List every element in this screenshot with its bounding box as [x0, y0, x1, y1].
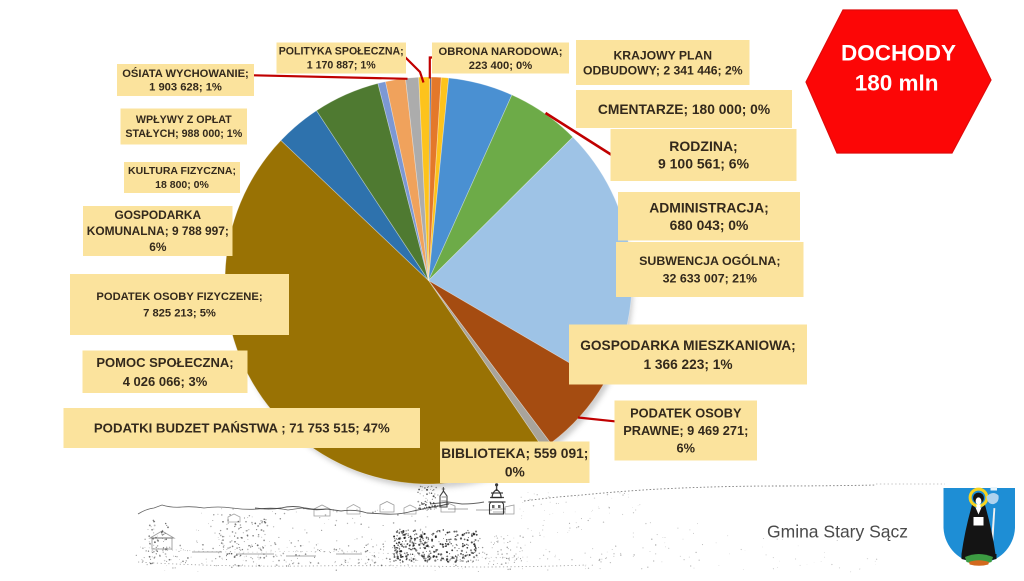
svg-text:6%: 6% [149, 240, 167, 254]
svg-text:6%: 6% [677, 440, 696, 455]
svg-text:WPŁYWY Z OPŁAT: WPŁYWY Z OPŁAT [136, 114, 232, 126]
svg-text:DOCHODY: DOCHODY [841, 41, 956, 66]
svg-text:OŚIATA WYCHOWANIE;: OŚIATA WYCHOWANIE; [122, 67, 249, 80]
svg-text:32 633 007; 21%: 32 633 007; 21% [663, 272, 757, 286]
svg-text:Gmina Stary Sącz: Gmina Stary Sącz [767, 522, 908, 542]
svg-text:1 170 887; 1%: 1 170 887; 1% [307, 60, 376, 72]
svg-text:1 366 223; 1%: 1 366 223; 1% [643, 357, 732, 372]
svg-text:223 400; 0%: 223 400; 0% [469, 60, 532, 72]
svg-text:POLITYKA SPOŁECZNA;: POLITYKA SPOŁECZNA; [279, 46, 404, 58]
svg-text:PODATEK OSOBY FIZYCZENE;: PODATEK OSOBY FIZYCZENE; [96, 291, 262, 303]
svg-text:CMENTARZE; 180 000; 0%: CMENTARZE; 180 000; 0% [598, 102, 770, 117]
svg-text:GOSPODARKA: GOSPODARKA [115, 208, 202, 222]
svg-text:BIBLIOTEKA; 559 091;: BIBLIOTEKA; 559 091; [441, 446, 588, 461]
svg-text:PRAWNE; 9 469 271;: PRAWNE; 9 469 271; [623, 423, 748, 438]
svg-text:ADMINISTRACJA;: ADMINISTRACJA; [649, 199, 769, 215]
svg-text:SUBWENCJA OGÓLNA;: SUBWENCJA OGÓLNA; [639, 253, 780, 268]
svg-text:680 043; 0%: 680 043; 0% [670, 217, 749, 233]
svg-text:PODATKI BUDZET PAŃSTWA ; 71 75: PODATKI BUDZET PAŃSTWA ; 71 753 515; 47% [94, 421, 390, 436]
svg-text:KOMUNALNA; 9 788 997;: KOMUNALNA; 9 788 997; [87, 224, 229, 238]
svg-text:KRAJOWY PLAN: KRAJOWY PLAN [613, 48, 712, 62]
svg-text:RODZINA;: RODZINA; [669, 138, 737, 154]
svg-text:KULTURA FIZYCZNA;: KULTURA FIZYCZNA; [128, 165, 236, 177]
svg-text:7 825 213; 5%: 7 825 213; 5% [143, 308, 216, 320]
svg-text:OBRONA NARODOWA;: OBRONA NARODOWA; [439, 46, 563, 58]
svg-text:18 800; 0%: 18 800; 0% [155, 179, 209, 191]
svg-text:0%: 0% [505, 464, 525, 479]
svg-text:PODATEK OSOBY: PODATEK OSOBY [630, 406, 742, 421]
svg-text:STAŁYCH; 988 000; 1%: STAŁYCH; 988 000; 1% [125, 128, 242, 140]
svg-text:180 mln: 180 mln [855, 71, 939, 96]
svg-text:1 903 628; 1%: 1 903 628; 1% [149, 82, 222, 94]
svg-text:POMOC SPOŁECZNA;: POMOC SPOŁECZNA; [96, 355, 233, 370]
svg-text:4 026 066; 3%: 4 026 066; 3% [123, 374, 208, 389]
svg-text:9 100 561; 6%: 9 100 561; 6% [658, 156, 750, 172]
svg-text:ODBUDOWY; 2 341 446; 2%: ODBUDOWY; 2 341 446; 2% [583, 63, 743, 77]
svg-text:GOSPODARKA MIESZKANIOWA;: GOSPODARKA MIESZKANIOWA; [580, 338, 795, 353]
